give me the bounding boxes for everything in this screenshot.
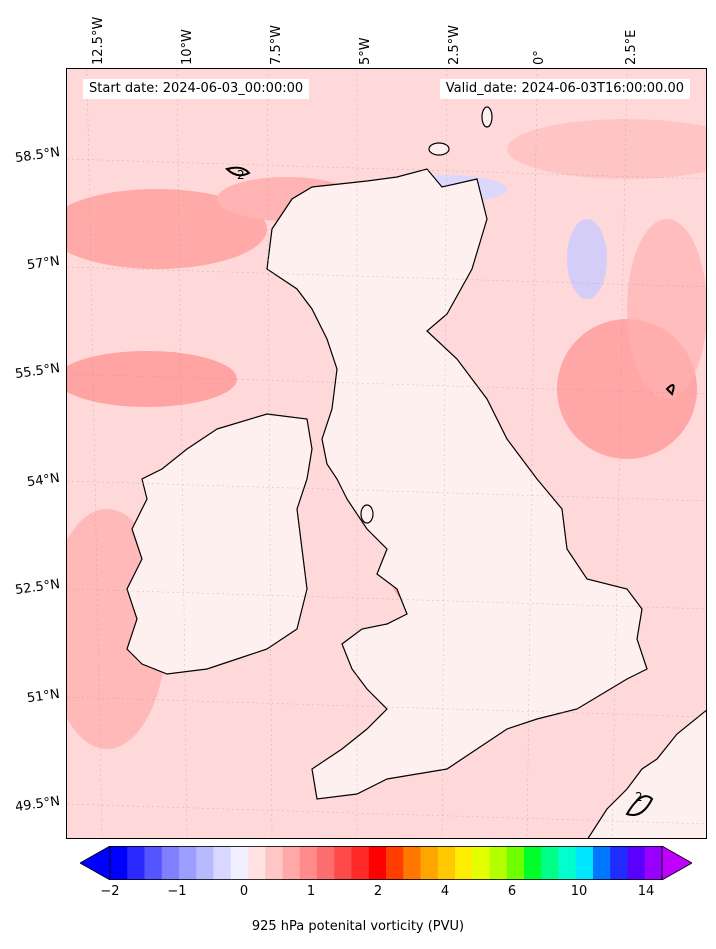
colorbar-swatch [541,846,559,880]
longitude-label: 10°W [180,29,195,65]
longitude-label: 2.5°E [624,29,639,65]
latitude-label: 54°N [26,470,61,491]
colorbar-swatch [403,846,421,880]
graticule [67,69,706,838]
longitude-label: 7.5°W [269,24,284,65]
colorbar-swatch [627,846,646,880]
longitude-label: 5°W [358,37,373,65]
latitude-label: 49.5°N [14,793,61,816]
colorbar-tick-label: 4 [440,884,450,899]
colorbar-outline [109,846,663,880]
latitude-label: 57°N [26,253,61,274]
colorbar-swatch [489,846,508,880]
colorbar-swatch [524,846,542,880]
colorbar-swatch [506,846,525,880]
colorbar-swatch [299,846,318,880]
colorbar-tick-label: 1 [306,884,316,899]
colorbar-swatch [317,846,335,880]
colorbar-tick-label: 2 [373,884,383,899]
colorbar-swatch [575,846,594,880]
colorbar-swatch [161,846,180,880]
colorbar-tick-label: 14 [637,884,655,899]
colorbar-swatch [472,846,490,880]
colorbar-swatch [386,846,404,880]
pv-field-map: 2 2 [67,69,706,838]
colorbar-tick-label: 0 [239,884,249,899]
colorbar-swatch [213,846,232,880]
colorbar-swatch [230,846,249,880]
pv-contours [225,166,675,816]
colorbar-swatch [593,846,611,880]
longitude-label: 2.5°W [447,24,462,65]
colorbar-swatch [437,846,456,880]
colorbar-max-extend [661,846,692,880]
longitude-label: 12.5°W [91,16,106,65]
colorbar-swatch [610,846,628,880]
colorbar-min-extend [80,846,111,880]
valid-date-label: Valid_date: 2024-06-03T16:00:00.00 [439,79,690,99]
colorbar-swatch [368,846,387,880]
map-panel: 2 2 Start date: 2024-06-03_00:00:00 Vali… [66,68,707,839]
colorbar-swatch [334,846,352,880]
latitude-label: 51°N [26,686,61,707]
colorbar-tick-label: −1 [167,884,187,899]
orkney [428,142,450,156]
coastlines [126,106,706,838]
colorbar-swatch [558,846,577,880]
contour-label: 2 [635,790,643,804]
colorbar-swatch [196,846,214,880]
great-britain-coast [266,168,648,800]
colorbar-tick-label: 6 [507,884,517,899]
colorbar-swatch [644,846,663,880]
ireland-coast [126,413,313,675]
isle-of-man [360,504,374,524]
colorbar-swatch [265,846,283,880]
france-coast [587,709,706,838]
colorbar-swatch [110,846,128,880]
shetland [481,106,493,128]
colorbar-swatch [420,846,439,880]
colorbar-swatch [179,846,197,880]
latitude-label: 58.5°N [14,144,61,167]
start-date-label: Start date: 2024-06-03_00:00:00 [83,79,310,99]
colorbar-tick-label: 10 [570,884,588,899]
colorbar-label: 925 hPa potenital vorticity (PVU) [251,919,465,934]
colorbar [80,846,692,880]
colorbar-tick-label: −2 [100,884,120,899]
contour-label: 2 [237,168,245,182]
colorbar-swatch [455,846,473,880]
colorbar-swatch [144,846,163,880]
colorbar-swatch [127,846,145,880]
latitude-label: 52.5°N [14,576,61,599]
latitude-label: 55.5°N [14,360,61,383]
colorbar-swatch [282,846,301,880]
colorbar-swatch [248,846,266,880]
colorbar-swatch [351,846,370,880]
longitude-label: 0° [532,50,547,65]
